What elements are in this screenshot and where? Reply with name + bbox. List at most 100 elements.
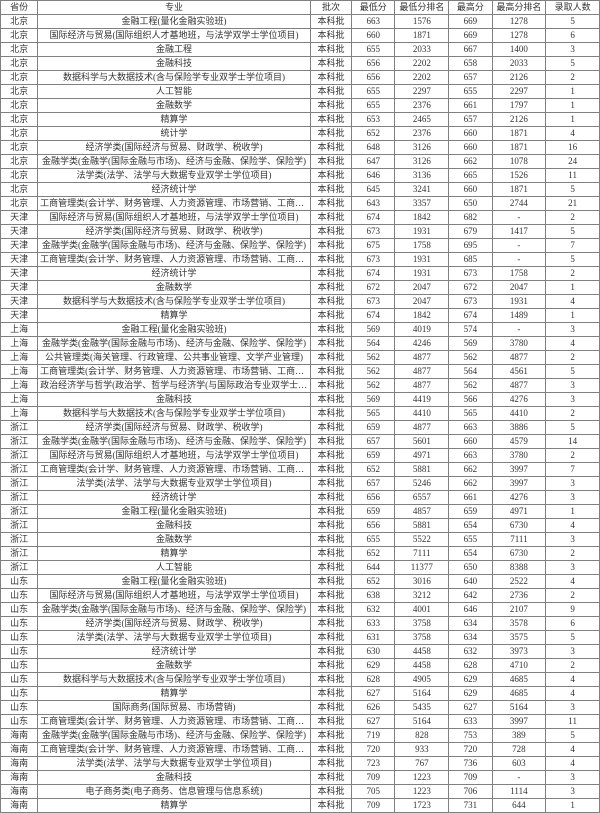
cell: 645 — [352, 183, 395, 197]
cell: 4561 — [492, 365, 546, 379]
cell: 北京 — [1, 57, 38, 71]
cell: 3 — [546, 771, 600, 785]
cell: 本科批 — [310, 155, 351, 169]
cell: 11377 — [395, 561, 449, 575]
cell: 14 — [546, 435, 600, 449]
cell: 5 — [546, 225, 600, 239]
cell: 4971 — [492, 505, 546, 519]
cell: 工商管理类(会计学、财务管理、人力资源管理、市场营销、工商管理) — [38, 197, 311, 211]
cell: 本科批 — [310, 71, 351, 85]
col-header-5: 最高分 — [449, 1, 492, 15]
cell: 北京 — [1, 169, 38, 183]
cell: 经济学类(国际经济与贸易、财政学、税收学) — [38, 617, 311, 631]
cell: 674 — [352, 267, 395, 281]
cell: 3578 — [492, 617, 546, 631]
cell: 5435 — [395, 701, 449, 715]
cell: 1931 — [395, 253, 449, 267]
cell: 657 — [449, 113, 492, 127]
cell: 山东 — [1, 715, 38, 729]
col-header-4: 最低分排名 — [395, 1, 449, 15]
table-row: 天津经济学类(国际经济与贸易、财政学、税收学)本科批67319316791417… — [1, 225, 600, 239]
cell: 720 — [449, 743, 492, 757]
cell: 北京 — [1, 85, 38, 99]
cell: 11 — [546, 715, 600, 729]
cell: 1723 — [395, 799, 449, 813]
cell: 2376 — [395, 99, 449, 113]
cell: 金融数学 — [38, 99, 311, 113]
cell: 3 — [546, 323, 600, 337]
cell: 4877 — [395, 421, 449, 435]
cell: 627 — [449, 701, 492, 715]
cell: 2033 — [492, 57, 546, 71]
cell: 本科批 — [310, 435, 351, 449]
cell: 本科批 — [310, 673, 351, 687]
cell: 上海 — [1, 323, 38, 337]
cell: 本科批 — [310, 29, 351, 43]
cell: 金融科技 — [38, 57, 311, 71]
cell: 4019 — [395, 323, 449, 337]
cell: 665 — [449, 169, 492, 183]
cell: 4 — [546, 337, 600, 351]
cell: 4419 — [395, 393, 449, 407]
cell: - — [492, 323, 546, 337]
table-row: 浙江金融学类(金融学(国际金融与市场)、经济与金融、保险学、保险学)本科批657… — [1, 435, 600, 449]
cell: 642 — [449, 589, 492, 603]
cell: 2 — [546, 351, 600, 365]
cell: 654 — [449, 519, 492, 533]
cell: 2 — [546, 589, 600, 603]
cell: 659 — [352, 505, 395, 519]
cell: 金融工程(量化金融实验班) — [38, 15, 311, 29]
cell: 564 — [352, 337, 395, 351]
cell: 4877 — [395, 379, 449, 393]
table-row: 北京人工智能本科批655229765522971 — [1, 85, 600, 99]
cell: 709 — [449, 771, 492, 785]
cell: 655 — [449, 533, 492, 547]
cell: 709 — [352, 799, 395, 813]
table-row: 山东数据科学与大数据技术(含与保险学专业双学士学位项目)本科批628490562… — [1, 673, 600, 687]
cell: 经济统计学 — [38, 645, 311, 659]
table-row: 北京金融科技本科批656220265820335 — [1, 57, 600, 71]
table-row: 山东国际商务(国际贸易、市场营销)本科批626543562751643 — [1, 701, 600, 715]
cell: 3886 — [492, 421, 546, 435]
cell: 统计学 — [38, 127, 311, 141]
cell: 本科批 — [310, 421, 351, 435]
cell: 662 — [449, 463, 492, 477]
cell: 工商管理类(会计学、财务管理、人力资源管理、市场营销、工商管理) — [38, 463, 311, 477]
cell: 562 — [449, 351, 492, 365]
cell: 金融数学 — [38, 659, 311, 673]
cell: 本科批 — [310, 57, 351, 71]
cell: 浙江 — [1, 561, 38, 575]
table-row: 浙江精算学本科批652711165467302 — [1, 547, 600, 561]
cell: 海南 — [1, 785, 38, 799]
cell: 天津 — [1, 225, 38, 239]
cell: 3758 — [395, 617, 449, 631]
cell: 648 — [352, 141, 395, 155]
cell: 6730 — [492, 519, 546, 533]
cell: 709 — [352, 771, 395, 785]
cell: 4276 — [492, 393, 546, 407]
cell: 933 — [395, 743, 449, 757]
cell: 685 — [449, 253, 492, 267]
table-row: 北京金融工程本科批655203366714003 — [1, 43, 600, 57]
cell: 3758 — [395, 631, 449, 645]
cell: 2202 — [395, 57, 449, 71]
cell: 2 — [546, 71, 600, 85]
cell: 565 — [352, 407, 395, 421]
cell: 本科批 — [310, 519, 351, 533]
table-row: 山东金融工程(量化金融实验班)本科批652301664025224 — [1, 575, 600, 589]
table-row: 天津金融学类(金融学(国际金融与市场)、经济与金融、保险学、保险学)本科批675… — [1, 239, 600, 253]
cell: 上海 — [1, 393, 38, 407]
cell: 海南 — [1, 729, 38, 743]
cell: 646 — [449, 603, 492, 617]
cell: 4905 — [395, 673, 449, 687]
cell: 2202 — [395, 71, 449, 85]
cell: 金融学类(金融学(国际金融与市场)、经济与金融、保险学、保险学) — [38, 729, 311, 743]
cell: 7111 — [492, 533, 546, 547]
cell: 本科批 — [310, 267, 351, 281]
cell: 北京 — [1, 15, 38, 29]
table-row: 北京金融数学本科批655237666117971 — [1, 99, 600, 113]
cell: 数据科学与大数据技术(含与保险学专业双学士学位项目) — [38, 295, 311, 309]
cell: 3126 — [395, 141, 449, 155]
cell: 1114 — [492, 785, 546, 799]
cell: 山东 — [1, 659, 38, 673]
